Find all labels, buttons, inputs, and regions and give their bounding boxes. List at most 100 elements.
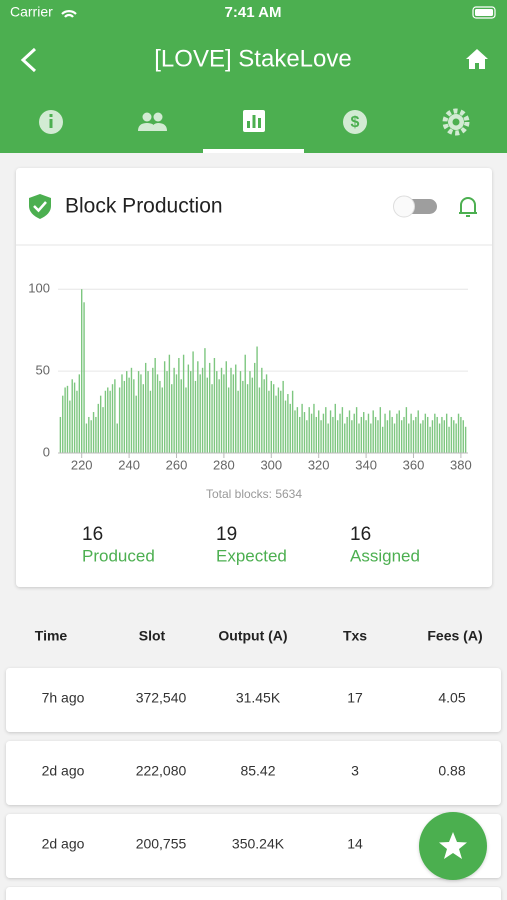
bar [460, 416, 462, 453]
bar [261, 367, 263, 453]
bar [175, 374, 178, 453]
bar [303, 412, 306, 453]
bar [296, 407, 299, 453]
bar [251, 377, 254, 453]
bar [310, 413, 313, 453]
tab-rewards[interactable]: $ [343, 110, 367, 134]
bar [192, 351, 194, 453]
bar [398, 410, 400, 453]
bar [121, 374, 123, 453]
bar [457, 413, 460, 453]
bar [291, 390, 294, 453]
y-tick-label: 50 [36, 363, 50, 378]
bar [405, 407, 408, 453]
bar [329, 410, 332, 453]
bar [363, 412, 365, 453]
bar [403, 416, 405, 453]
bar [220, 367, 223, 453]
tab-people[interactable] [138, 112, 167, 132]
bar [249, 371, 251, 453]
cell: 222,080 [136, 763, 187, 779]
tab-settings[interactable] [442, 108, 470, 136]
bar [455, 423, 457, 453]
block-row[interactable] [6, 668, 501, 732]
x-tick-label: 220 [71, 457, 93, 472]
bar [450, 416, 453, 453]
block-row[interactable] [6, 741, 501, 805]
bar [419, 423, 422, 453]
back-button[interactable] [20, 47, 37, 73]
bar [417, 410, 419, 453]
bar [429, 426, 431, 453]
bar [315, 416, 318, 453]
cell: 4.05 [438, 690, 465, 706]
block-row[interactable] [6, 887, 501, 900]
bar [116, 423, 118, 453]
bar [415, 416, 417, 453]
bar [412, 420, 415, 453]
bar [90, 420, 92, 453]
stat-value: 19 [216, 524, 237, 545]
bar [396, 413, 398, 453]
tab-indicator [203, 149, 304, 153]
bar [379, 407, 382, 453]
bar [227, 387, 230, 453]
bar [76, 390, 78, 453]
bar [197, 361, 199, 453]
block-row[interactable] [6, 814, 501, 878]
bar [107, 387, 109, 453]
bar [59, 416, 62, 453]
bar [99, 395, 102, 453]
block-production-card [16, 168, 492, 587]
carrier: Carrier [10, 4, 53, 20]
bar [140, 374, 142, 453]
bar [104, 390, 107, 453]
bar [313, 403, 315, 453]
bar [308, 407, 310, 453]
bell-button[interactable] [459, 197, 477, 217]
bar [341, 407, 344, 453]
bar [208, 362, 211, 453]
bar [102, 407, 104, 453]
bar [391, 416, 393, 453]
cell: 14 [347, 836, 363, 852]
bar [462, 420, 464, 453]
bar [268, 390, 270, 453]
y-tick-label: 0 [43, 444, 50, 459]
check [33, 201, 47, 213]
bar [230, 367, 232, 453]
svg-text:$: $ [351, 114, 360, 131]
bar [80, 289, 83, 453]
bar [353, 413, 355, 453]
blocks-table: Time Slot Output (A) Txs Fees (A) 7h ago 372,5… [6, 628, 501, 900]
bar [434, 413, 436, 453]
bar [154, 357, 156, 453]
column-header: Output (A) [218, 628, 287, 644]
bar [244, 354, 246, 453]
page-title: [LOVE] StakeLove [154, 45, 351, 72]
bar [199, 374, 201, 453]
total-blocks: Total blocks: 5634 [206, 487, 302, 501]
bar [180, 379, 182, 453]
tab-info[interactable] [39, 110, 63, 134]
bar [427, 416, 429, 453]
bar [114, 379, 116, 453]
battery-level [475, 9, 493, 16]
bar [408, 423, 410, 453]
star-icon [439, 832, 467, 859]
cell: 31.45K [236, 690, 281, 706]
bar [424, 413, 427, 453]
bar [365, 420, 367, 453]
tab-stats[interactable] [243, 110, 265, 132]
bar [346, 416, 348, 453]
bar [436, 416, 438, 453]
bar [185, 387, 187, 453]
bar [161, 387, 163, 453]
bar [126, 371, 128, 453]
bar [71, 379, 73, 453]
bar [464, 426, 467, 453]
home-button[interactable] [466, 49, 488, 69]
bar [194, 380, 197, 453]
